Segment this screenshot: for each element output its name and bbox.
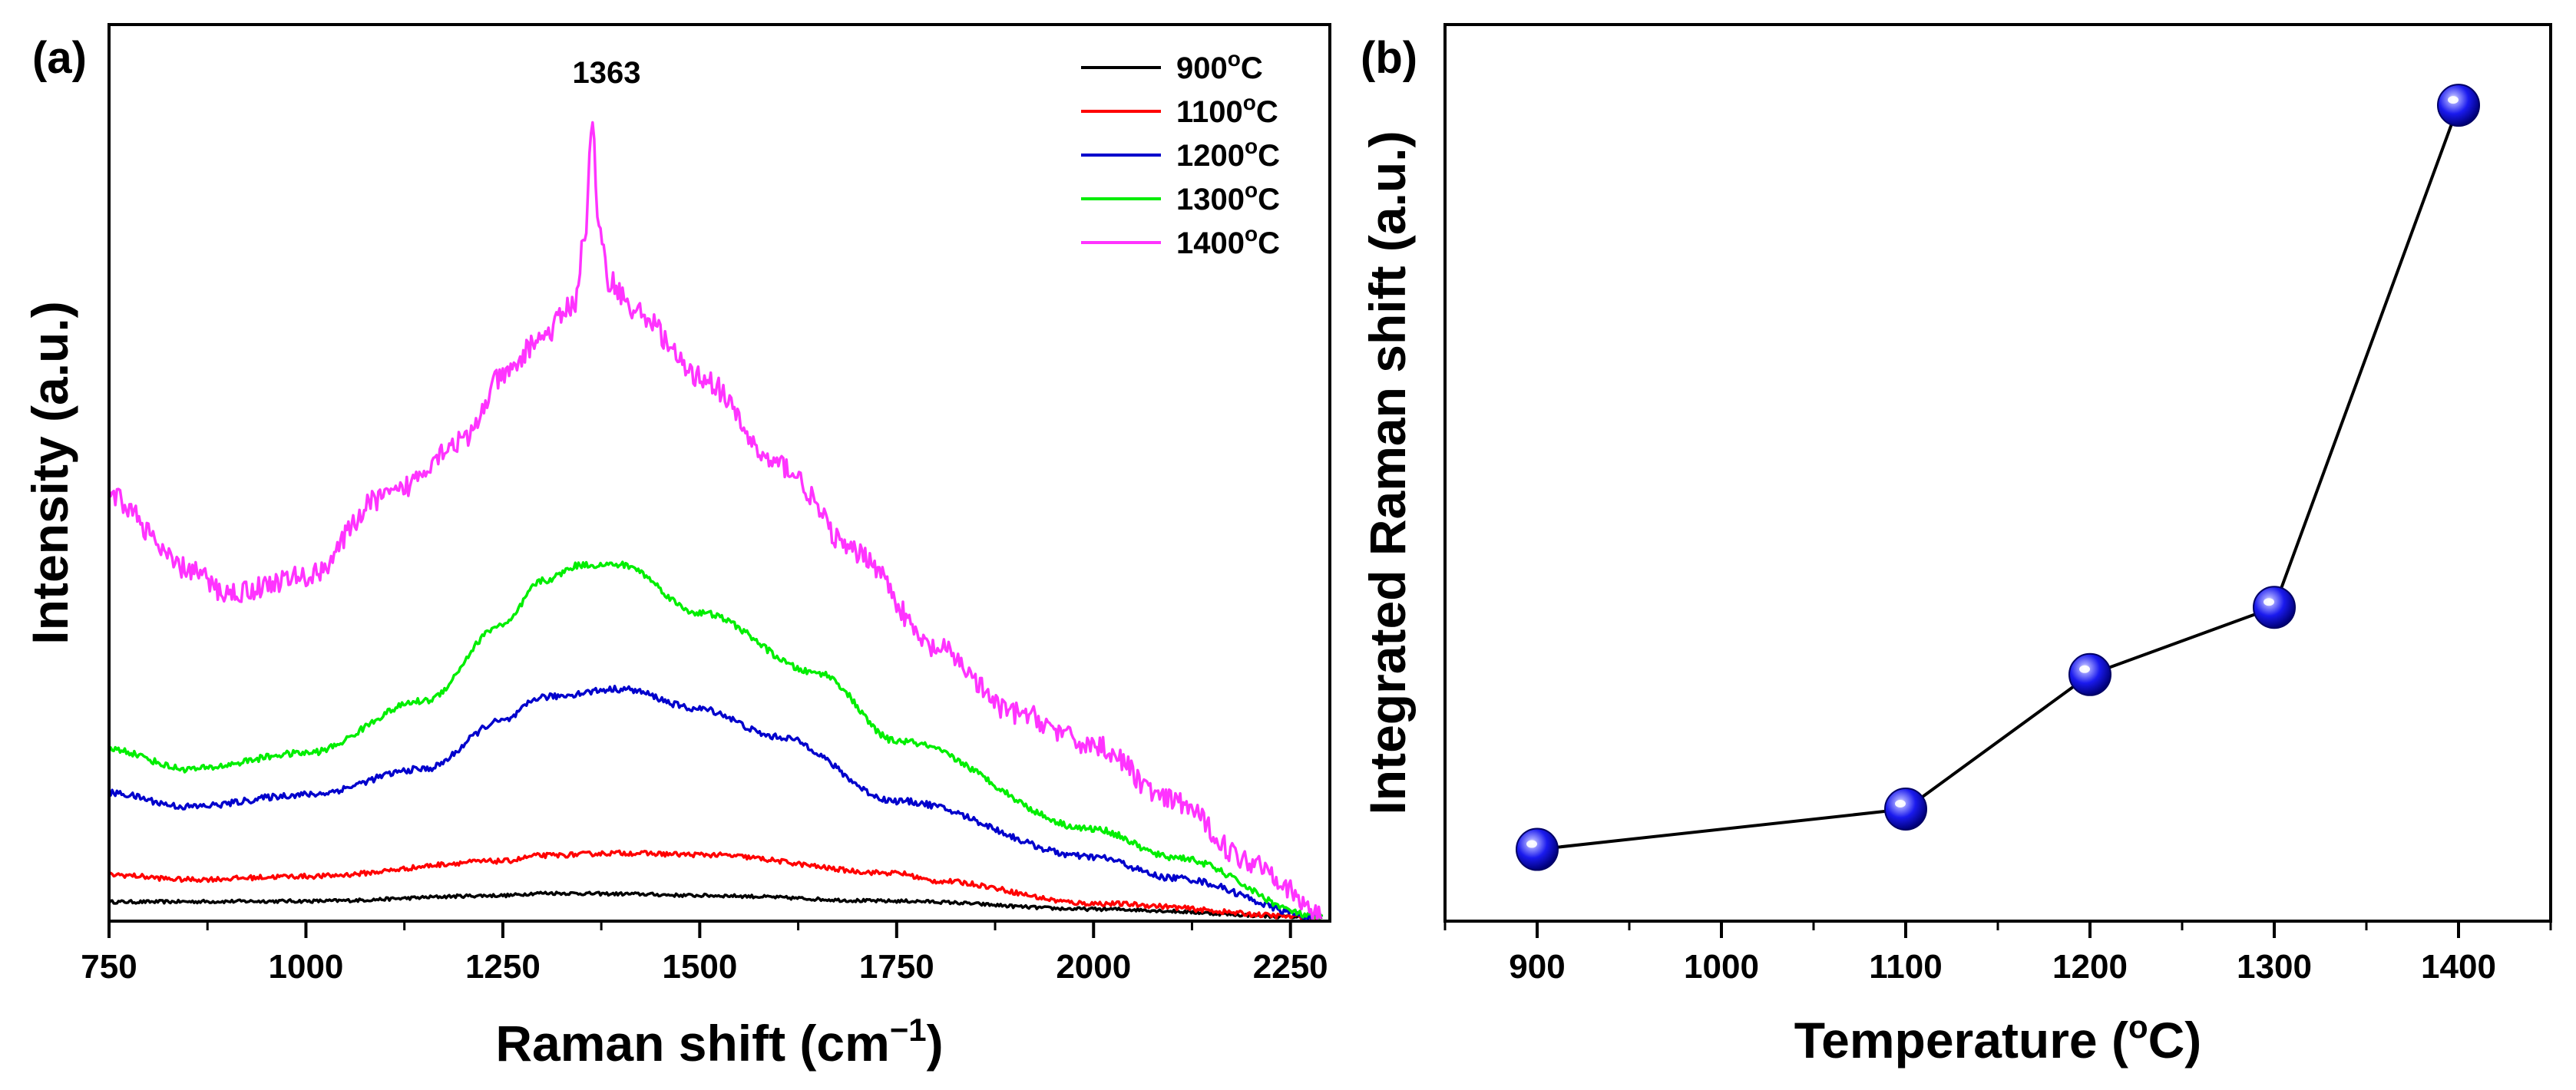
data-point-1200 [2068, 652, 2111, 696]
panel-b-x-axis-title: Temperature (oC) [1794, 1009, 2202, 1069]
panel-a-x-tick-label-1750: 1750 [859, 948, 934, 986]
panel-b-x-tick-label-1300: 1300 [2237, 948, 2312, 986]
legend-label-1200: 1200oC [1176, 134, 1280, 173]
legend-degree-1400: o [1245, 222, 1258, 246]
legend-value-1200: 1200 [1176, 139, 1245, 173]
data-point-marker-1200 [2068, 652, 2111, 696]
panel-a-plot-frame [107, 23, 1331, 923]
panel-a-series-group [107, 121, 1324, 923]
panel-a-x-axis-title: Raman shift (cm−1) [495, 1012, 943, 1072]
panel-a-x-title-main: Raman shift (cm [495, 1015, 889, 1072]
panel-a-x-tick-label-1500: 1500 [662, 948, 737, 986]
panel-b-x-title-end: C) [2148, 1012, 2202, 1069]
legend-unit-1200: C [1258, 139, 1280, 173]
panel-a-x-tick-label-750: 750 [81, 948, 137, 986]
panel-a-label: (a) [32, 33, 87, 83]
panel-b-x-title-sup: o [2128, 1009, 2148, 1045]
legend-unit-1100: C [1256, 95, 1278, 129]
panel-a-x-title-sup: −1 [890, 1012, 927, 1048]
panel-a-x-tick-label-1000: 1000 [269, 948, 344, 986]
legend-item-1200: 1200oC [1081, 134, 1280, 173]
legend-value-1100: 1100 [1176, 95, 1243, 129]
panel-b-trend-line [1536, 104, 2460, 851]
data-point-highlight-1100 [1895, 800, 1906, 808]
series-line-1400 [107, 121, 1323, 923]
series-line-1300 [107, 560, 1324, 920]
panel-b-points [1516, 84, 2480, 871]
data-point-highlight-1400 [2448, 96, 2459, 104]
panel-a-x-tick-label-1250: 1250 [465, 948, 541, 986]
legend-value-1300: 1300 [1176, 183, 1245, 216]
data-point-1300 [2253, 586, 2296, 629]
legend-item-1300: 1300oC [1081, 178, 1280, 216]
data-point-highlight-900 [1526, 840, 1537, 848]
legend-value-900: 900 [1176, 51, 1228, 85]
panel-a-x-title-end: ) [927, 1015, 944, 1072]
panel-b-x-title-main: Temperature ( [1794, 1012, 2128, 1069]
panel-b-x-tick-label-1400: 1400 [2421, 948, 2496, 986]
panel-b-label: (b) [1361, 33, 1417, 83]
panel-b-x-tick-label-1100: 1100 [1869, 948, 1942, 986]
series-line-1100 [108, 849, 1323, 921]
legend-degree-1300: o [1245, 178, 1258, 202]
legend-degree-1200: o [1245, 134, 1258, 158]
panel-b-x-ticks: 900 1000 1100 1200 1300 1400 [1443, 921, 2552, 986]
series-line-900 [107, 890, 1323, 920]
panel-a-x-tick-label-2000: 2000 [1056, 948, 1131, 986]
panel-b-y-axis-title: Integrated Raman shift (a.u.) [1359, 130, 1416, 814]
data-point-highlight-1300 [2264, 598, 2274, 606]
panel-b-plot-frame [1443, 23, 2552, 923]
legend-value-1400: 1400 [1176, 226, 1245, 260]
legend-label-1100: 1100oC [1176, 91, 1278, 129]
legend-item-900: 900oC [1081, 47, 1263, 85]
data-point-marker-1100 [1884, 788, 1927, 831]
panel-b-integrated-raman: (b) 900 1000 1100 1200 1300 1400 Temperature … [1359, 23, 2552, 1069]
legend-item-1400: 1400oC [1081, 222, 1280, 260]
peak-annotation-1363: 1363 [573, 56, 641, 90]
data-point-marker-1400 [2437, 84, 2480, 127]
panel-b-x-tick-label-1000: 1000 [1684, 948, 1759, 986]
panel-a-x-ticks: 750 1000 1250 1500 1750 2000 2250 [81, 921, 1328, 986]
series-line-1200 [107, 685, 1324, 921]
panel-b-x-tick-label-1200: 1200 [2052, 948, 2128, 986]
panel-a-raman-spectra: (a) 750 1000 1250 1500 1750 2000 2250 1363 Ram… [21, 23, 1331, 1072]
panel-a-y-axis-title: Intensity (a.u.) [21, 301, 78, 644]
legend-degree-900: o [1228, 47, 1241, 71]
data-point-marker-900 [1516, 827, 1559, 871]
legend-degree-1100: o [1243, 91, 1256, 114]
data-point-1400 [2437, 84, 2480, 127]
data-point-highlight-1200 [2079, 665, 2090, 673]
legend-unit-1400: C [1258, 226, 1280, 260]
legend-label-1300: 1300oC [1176, 178, 1280, 216]
legend-unit-900: C [1241, 51, 1263, 85]
data-point-1100 [1884, 788, 1927, 831]
legend-label-1400: 1400oC [1176, 222, 1280, 260]
data-point-marker-1300 [2253, 586, 2296, 629]
legend-label-900: 900oC [1176, 47, 1263, 85]
legend-item-1100: 1100oC [1081, 91, 1278, 129]
data-point-900 [1516, 827, 1559, 871]
legend-unit-1300: C [1258, 183, 1280, 216]
panel-b-connecting-line [1536, 104, 2460, 851]
panel-a-x-tick-label-2250: 2250 [1253, 948, 1328, 986]
panel-b-x-tick-label-900: 900 [1509, 948, 1565, 986]
